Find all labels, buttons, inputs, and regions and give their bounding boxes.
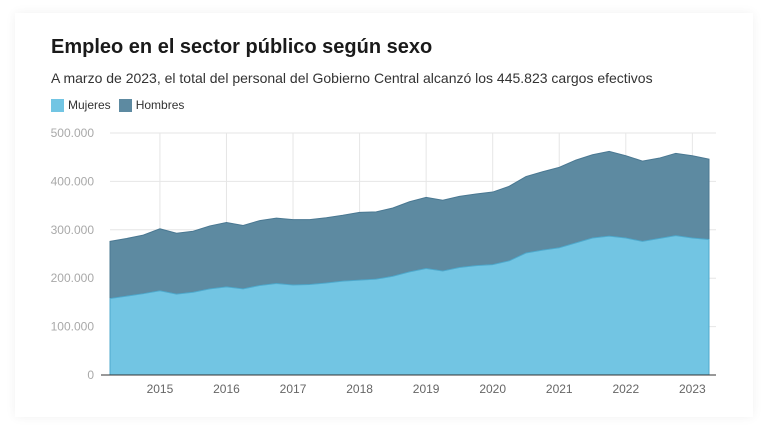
y-tick-label: 300.000 bbox=[51, 223, 95, 237]
legend-item-mujeres[interactable]: Mujeres bbox=[51, 98, 111, 112]
y-tick-label: 0 bbox=[87, 368, 94, 382]
y-tick-label: 500.000 bbox=[51, 126, 95, 140]
legend-swatch-hombres bbox=[118, 98, 132, 112]
y-tick-label: 100.000 bbox=[51, 320, 95, 334]
legend-swatch-mujeres bbox=[51, 98, 64, 112]
legend-label-mujeres: Mujeres bbox=[68, 98, 111, 112]
chart-subtitle: A marzo de 2023, el total del personal d… bbox=[51, 70, 653, 86]
chart-legend: Mujeres Hombres bbox=[51, 98, 192, 112]
x-tick-label: 2015 bbox=[147, 382, 174, 396]
legend-label-hombres: Hombres bbox=[135, 98, 185, 112]
x-tick-label: 2023 bbox=[679, 382, 706, 396]
chart-title: Empleo en el sector público según sexo bbox=[51, 36, 433, 58]
y-tick-label: 200.000 bbox=[51, 271, 95, 285]
x-tick-label: 2021 bbox=[546, 382, 573, 396]
x-tick-label: 2017 bbox=[280, 382, 307, 396]
x-tick-label: 2018 bbox=[346, 382, 373, 396]
series-area-mujeres bbox=[109, 235, 710, 376]
y-tick-label: 400.000 bbox=[51, 174, 95, 188]
x-tick-label: 2016 bbox=[213, 382, 240, 396]
legend-item-hombres[interactable]: Hombres bbox=[118, 98, 185, 112]
x-tick-label: 2020 bbox=[479, 382, 506, 396]
x-tick-label: 2022 bbox=[612, 382, 639, 396]
x-tick-label: 2019 bbox=[413, 382, 440, 396]
